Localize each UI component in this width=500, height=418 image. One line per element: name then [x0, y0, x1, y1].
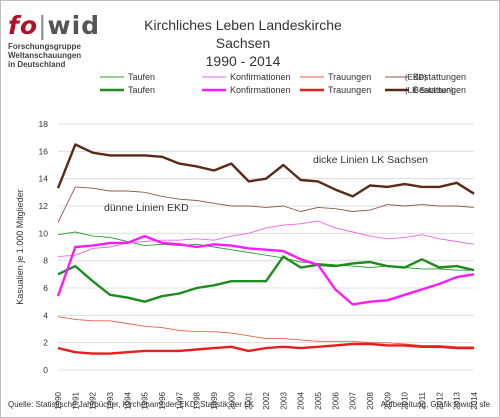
- logo-wordmark: fo|wid: [8, 11, 101, 40]
- y-tick-label: 2: [43, 338, 48, 348]
- logo-subtitle: Forschungsgruppe Weltanschauungen in Deu…: [8, 42, 100, 69]
- series-line: [57, 342, 474, 355]
- x-tick-label: 2000: [227, 391, 236, 409]
- series-line: [56, 143, 475, 198]
- x-tick-label: 2004: [297, 391, 306, 409]
- legend-label: Taufen: [128, 72, 155, 82]
- series-line: [56, 234, 475, 306]
- x-tick-label: 2005: [314, 391, 323, 409]
- legend-label: Konfirmationen: [230, 85, 291, 95]
- legend-label: Bestattungen: [413, 72, 466, 82]
- y-tick-label: 12: [39, 201, 49, 211]
- x-tick-label: 1991: [71, 391, 80, 409]
- chart-title: Kirchliches Leben Landeskirche Sachsen 1…: [118, 16, 368, 70]
- x-tick-label: 1993: [106, 391, 115, 409]
- legend-group-tag: (EKD): [405, 73, 427, 82]
- annotation-ekd: dünne Linien EKD: [104, 202, 189, 214]
- x-tick-label: 2002: [262, 391, 271, 409]
- fowid-logo: fo|wid Forschungsgruppe Weltanschauungen…: [8, 11, 101, 69]
- annotation-lk-sachsen: dicke Linien LK Sachsen: [313, 154, 428, 166]
- chart-title-line-2: 1990 - 2014: [205, 53, 281, 69]
- y-tick-label: 6: [43, 283, 48, 293]
- series-line: [57, 220, 475, 258]
- y-tick-label: 18: [39, 119, 49, 129]
- y-tick-label: 14: [39, 174, 49, 184]
- x-tick-label: 1995: [141, 391, 150, 409]
- y-tick-label: 4: [43, 310, 48, 320]
- x-tick-label: 1990: [54, 391, 63, 409]
- y-tick-label: 16: [39, 146, 49, 156]
- legend-label: Taufen: [128, 85, 155, 95]
- x-tick-label: 2012: [435, 391, 444, 409]
- x-tick-label: 2014: [470, 391, 479, 409]
- x-tick-label: 1999: [210, 391, 219, 409]
- series-line: [57, 186, 475, 223]
- x-tick-label: 1992: [89, 391, 98, 409]
- x-tick-label: 2006: [331, 391, 340, 409]
- x-tick-label: 2007: [349, 391, 358, 409]
- x-tick-label: 2003: [279, 391, 288, 409]
- logo-bar: |: [38, 11, 48, 40]
- x-tick-label: 1997: [175, 391, 184, 409]
- chart-title-line-1: Kirchliches Leben Landeskirche Sachsen: [144, 17, 342, 51]
- y-tick-label: 10: [39, 228, 49, 238]
- legend-label: Trauungen: [328, 85, 371, 95]
- logo-sub-line-2: Weltanschauungen: [8, 51, 82, 60]
- logo-sub-line-3: in Deutschland: [8, 60, 66, 69]
- logo-fo: fo: [8, 11, 39, 40]
- series-line: [57, 255, 475, 303]
- logo-wid: wid: [47, 11, 101, 40]
- x-tick-label: 2008: [366, 391, 375, 409]
- y-tick-label: 8: [43, 256, 48, 266]
- legend-label: Konfirmationen: [230, 72, 291, 82]
- logo-sub-line-1: Forschungsgruppe: [8, 42, 81, 51]
- x-tick-label: 1994: [123, 391, 132, 409]
- credit-note: Aufbereitung, Grafik fowid / sfe: [380, 400, 490, 409]
- legend-label: Bestattungen: [413, 85, 466, 95]
- y-tick-label: 0: [43, 365, 48, 375]
- x-tick-label: 2009: [383, 391, 392, 409]
- source-note: Quelle: Statistische Jahrbücher, Kirchen…: [8, 400, 254, 409]
- x-tick-label: 1996: [158, 391, 167, 409]
- x-tick-label: 2011: [418, 391, 427, 409]
- series-line: [57, 316, 474, 348]
- legend-group-tag: (LK Sachsen): [405, 86, 454, 95]
- x-tick-label: 1998: [193, 391, 202, 409]
- legend-label: Trauungen: [328, 72, 371, 82]
- x-tick-label: 2010: [401, 391, 410, 409]
- x-tick-label: 2013: [453, 391, 462, 409]
- y-axis-label: Kasualien je 1.000 Mitglieder: [15, 189, 25, 305]
- x-tick-label: 2001: [245, 391, 254, 409]
